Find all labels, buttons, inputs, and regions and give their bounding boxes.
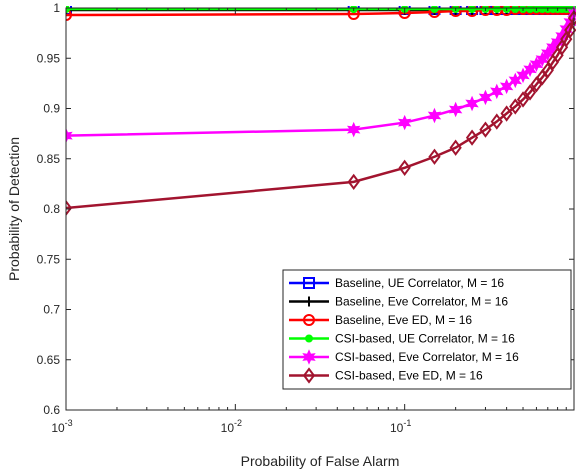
series-5-point [346, 121, 361, 138]
legend-item: Baseline, UE Correlator, M = 16 [289, 276, 504, 290]
series-6-point [449, 139, 462, 156]
series-6-point [66, 199, 73, 217]
series-6-point [530, 76, 543, 93]
series-4-point [511, 6, 520, 14]
x-tick-label: 10-3 [51, 418, 72, 435]
series-6 [66, 9, 576, 217]
series-5-point [465, 95, 479, 112]
y-tick-label: 0.85 [37, 152, 61, 166]
series-5-point [397, 114, 412, 131]
series-6-point [509, 98, 522, 115]
legend-marker [302, 349, 316, 365]
y-axis-title: Probability of Detection [6, 137, 22, 281]
y-tick-label: 0.9 [43, 102, 60, 116]
series-6-point [541, 62, 554, 79]
x-tick-label: 10-2 [221, 418, 242, 435]
series-4-point [430, 6, 439, 14]
legend-item: CSI-based, Eve Correlator, M = 16 [289, 349, 519, 365]
series-6-line [66, 17, 576, 210]
y-tick-label: 0.95 [37, 51, 61, 65]
series-4-point [492, 6, 501, 14]
y-tick-label: 0.7 [43, 303, 60, 317]
legend-marker [303, 277, 315, 289]
series-6-point [428, 148, 441, 165]
legend-label: CSI-based, UE Correlator, M = 16 [335, 332, 515, 346]
legend-label: CSI-based, Eve Correlator, M = 16 [335, 350, 519, 364]
x-axis-title: Probability of False Alarm [241, 453, 400, 469]
legend-item: CSI-based, Eve ED, M = 16 [289, 367, 483, 384]
x-tick-label: 10-1 [390, 418, 411, 435]
legend-marker [305, 334, 313, 343]
y-tick-label: 1 [53, 1, 60, 15]
series-6-point [398, 159, 411, 176]
legend-marker [303, 314, 315, 326]
y-tick-label: 0.65 [37, 353, 61, 367]
legend-label: Baseline, Eve Correlator, M = 16 [335, 295, 508, 309]
series-5-point [448, 101, 463, 118]
series-6-point [516, 91, 530, 108]
axes-layer: 0.6 0.65 0.7 0.75 0.8 0.85 0.9 0.95 1 10-3 10-2 10-… [37, 1, 575, 435]
legend-label: Baseline, Eve ED, M = 16 [335, 313, 472, 327]
series-3-point [66, 9, 72, 22]
series-6-point [500, 105, 513, 122]
legend-label: CSI-based, Eve ED, M = 16 [335, 369, 483, 383]
legend-item: CSI-based, UE Correlator, M = 16 [289, 332, 515, 346]
series-6-point [347, 173, 360, 191]
series-5-point [427, 107, 442, 124]
legend-item: Baseline, Eve ED, M = 16 [289, 313, 472, 327]
legend-marker [302, 367, 316, 384]
y-tick-label: 0.6 [43, 403, 60, 417]
legend-label: Baseline, UE Correlator, M = 16 [335, 276, 504, 290]
legend-box [282, 269, 572, 390]
series-6-point [490, 113, 503, 130]
y-tick-label: 0.75 [37, 252, 61, 266]
legend-item: Baseline, Eve Correlator, M = 16 [289, 295, 508, 309]
legend-marker [304, 296, 314, 307]
series-6-point [523, 84, 537, 101]
legend: Baseline, UE Correlator, M = 16 Baseline,… [282, 269, 572, 390]
series-6-point [479, 121, 492, 138]
series-6-point [564, 21, 576, 39]
series-5-point [66, 127, 73, 144]
y-tick-label: 0.8 [43, 202, 60, 216]
series-4-point [468, 6, 477, 14]
series-6-point [465, 129, 479, 146]
